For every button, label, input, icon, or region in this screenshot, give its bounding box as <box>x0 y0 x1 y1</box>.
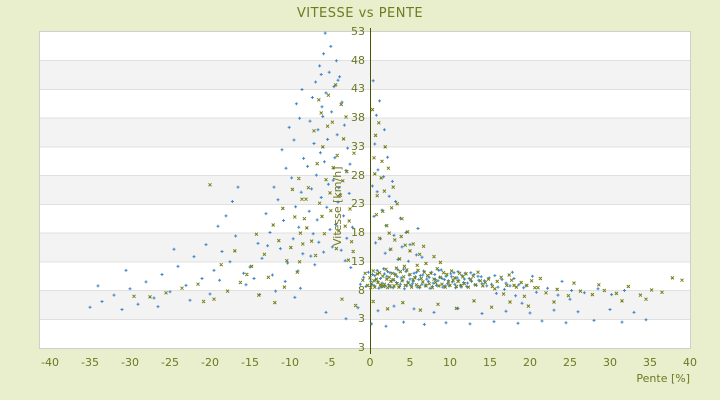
x-tick-label: 0 <box>366 356 374 369</box>
y-tick-label: 43 <box>351 82 365 96</box>
x-tick-label: -30 <box>121 356 139 369</box>
plot-area-border <box>39 31 691 349</box>
y-tick-label: 33 <box>351 139 365 153</box>
y-tick-label: 38 <box>351 111 365 125</box>
y-tick-label: 23 <box>351 197 365 211</box>
scatter-points-series-2 <box>132 83 684 312</box>
x-tick-label: -35 <box>81 356 99 369</box>
plot-band <box>40 261 690 291</box>
plot-band <box>40 32 690 61</box>
x-tick-label: -10 <box>281 356 299 369</box>
y-tick-label: 28 <box>351 168 365 182</box>
y-tick-label: 18 <box>351 226 365 240</box>
x-tick-label: 35 <box>643 356 657 369</box>
x-tick-label: -5 <box>324 356 336 369</box>
x-tick-label: 20 <box>523 356 537 369</box>
x-tick-label: -15 <box>241 356 259 369</box>
y-tick-label: 48 <box>351 53 365 67</box>
x-tick-label: 30 <box>603 356 617 369</box>
plot-band <box>40 233 690 262</box>
y-tick-label: 13 <box>351 254 365 268</box>
x-tick-label: 40 <box>683 356 697 369</box>
plot-band <box>40 118 690 147</box>
gridlines <box>40 60 690 320</box>
plot-band <box>40 175 690 205</box>
plot-band <box>40 204 690 234</box>
plot-band <box>40 319 690 348</box>
y-axis-title: Vitesse [km/h] <box>331 166 344 246</box>
x-tick-label: 25 <box>563 356 577 369</box>
x-tick-label: 10 <box>443 356 457 369</box>
x-tick-label: -25 <box>161 356 179 369</box>
x-tick-label: 15 <box>483 356 497 369</box>
y-tick-label: 53 <box>351 25 365 38</box>
x-tick-label: 5 <box>406 356 414 369</box>
x-axis-title: Pente [%] <box>636 372 690 385</box>
x-tick-label: -40 <box>41 356 59 369</box>
chart-title: VITESSE vs PENTE <box>296 6 424 21</box>
scatter-points-series-1 <box>88 31 648 328</box>
y-axis-min-label: 3 <box>358 341 365 354</box>
plot-band <box>40 290 690 320</box>
plot-band <box>40 60 690 90</box>
y-tick-label: 3 <box>358 312 365 326</box>
x-tick-label: -20 <box>201 356 219 369</box>
plot-band <box>40 89 690 119</box>
y-tick-label: 8 <box>358 283 365 297</box>
plot-bands <box>40 32 690 348</box>
plot-band <box>40 146 690 176</box>
